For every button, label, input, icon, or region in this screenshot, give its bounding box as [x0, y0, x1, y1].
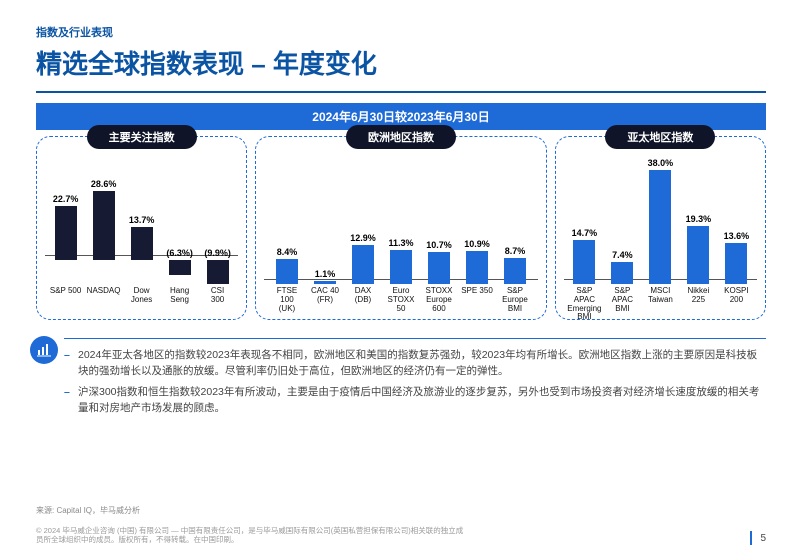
bar [466, 251, 488, 284]
bar-column: 10.9% SPE 350 [460, 164, 494, 311]
bar [428, 252, 450, 284]
bar-value: 38.0% [648, 158, 674, 168]
bar-column: 7.4% S&P APACBMI [605, 164, 639, 311]
bullet-item: 沪深300指数和恒生指数较2023年有所波动，主要是由于疫情后中国经济及旅游业的… [64, 384, 766, 417]
title-divider [36, 91, 766, 93]
bar [276, 259, 298, 284]
bar-column: 12.9% DAX (DB) [346, 164, 380, 311]
bar-xlabel: Hang Seng [163, 287, 197, 311]
bar [93, 191, 115, 260]
panel-p2: 欧洲地区指数8.4%FTSE 100(UK)1.1%CAC 40 (FR)12.… [255, 136, 547, 320]
bar-xlabel: KOSPI 200 [719, 287, 753, 311]
bar-xlabel: Dow Jones [125, 287, 159, 311]
bar-column: 13.6% KOSPI 200 [719, 164, 753, 311]
bar-xlabel: S&PEuropeBMI [502, 287, 528, 311]
bar-xlabel: CAC 40 (FR) [308, 287, 342, 311]
bar-value: 28.6% [91, 179, 117, 189]
panel-p3: 亚太地区指数14.7%S&PAPACEmergingBMI7.4%S&P APA… [555, 136, 766, 320]
bar-xlabel: Nikkei 225 [681, 287, 715, 311]
disclaimer-text: © 2024 毕马威企业咨询 (中国) 有限公司 — 中国有限责任公司，是与毕马… [36, 526, 466, 546]
bar-value: 7.4% [612, 250, 633, 260]
bar-value: 13.6% [724, 231, 750, 241]
bar [352, 245, 374, 284]
page-number: 5 [750, 531, 766, 545]
bar-column: 8.4% FTSE 100(UK) [270, 164, 304, 311]
eyebrow: 指数及行业表现 [36, 24, 766, 40]
bar-xlabel: FTSE 100(UK) [270, 287, 304, 311]
bar-value: (6.3%) [166, 248, 193, 258]
bullet-item: 2024年亚太各地区的指数较2023年表现各不相同，欧洲地区和美国的指数复苏强劲… [64, 347, 766, 380]
bar-column: 8.7% S&PEuropeBMI [498, 164, 532, 311]
charts-row: 主要关注指数22.7%S&P 50028.6%NASDAQ13.7%Dow Jo… [36, 136, 766, 320]
chart-icon [30, 336, 58, 364]
bar [649, 170, 671, 284]
bar-value: (9.9%) [204, 248, 231, 258]
bar [55, 206, 77, 261]
bar [504, 258, 526, 284]
bar-column: 10.7% STOXXEurope 600 [422, 164, 456, 311]
page-title: 精选全球指数表现 – 年度变化 [36, 44, 766, 81]
bar-chart: 22.7%S&P 50028.6%NASDAQ13.7%Dow Jones(6.… [41, 141, 242, 311]
panel-p1: 主要关注指数22.7%S&P 50028.6%NASDAQ13.7%Dow Jo… [36, 136, 247, 320]
bar-xlabel: S&P 500 [50, 287, 81, 311]
bar-value: 10.7% [426, 240, 452, 250]
bar-column: 1.1% CAC 40 (FR) [308, 164, 342, 311]
bar-xlabel: MSCITaiwan [648, 287, 673, 311]
bar [725, 243, 747, 284]
bar [207, 260, 229, 284]
bar-value: 19.3% [686, 214, 712, 224]
bar-chart: 14.7%S&PAPACEmergingBMI7.4%S&P APACBMI38… [560, 141, 761, 311]
bar-xlabel: SPE 350 [461, 287, 493, 311]
bar-column: (9.9%) CSI300 [201, 164, 235, 311]
bar-xlabel: EuroSTOXX 50 [384, 287, 418, 311]
bar-value: 12.9% [350, 233, 376, 243]
bar [390, 250, 412, 284]
bar-xlabel: STOXXEurope 600 [422, 287, 456, 311]
bar-xlabel: CSI300 [211, 287, 224, 311]
bar-xlabel: DAX (DB) [346, 287, 380, 311]
bar [687, 226, 709, 284]
bar [169, 260, 191, 275]
bar-column: 38.0%MSCITaiwan [643, 164, 677, 311]
bar-value: 13.7% [129, 215, 155, 225]
bar-column: 28.6% NASDAQ [87, 164, 121, 311]
bar-column: 14.7% S&PAPACEmergingBMI [567, 164, 601, 311]
bar-column: 19.3% Nikkei 225 [681, 164, 715, 311]
bar-value: 11.3% [388, 238, 413, 248]
bar-value: 8.7% [505, 246, 526, 256]
note-divider [64, 338, 766, 339]
bar-value: 8.4% [277, 247, 298, 257]
bar-value: 1.1% [315, 269, 336, 279]
bar-value: 10.9% [464, 239, 490, 249]
source-text: 来源: Capital IQ，毕马威分析 [36, 505, 766, 516]
bar [131, 227, 153, 260]
bar-value: 14.7% [572, 228, 598, 238]
bar-column: (6.3%) Hang Seng [163, 164, 197, 311]
bar-chart: 8.4% FTSE 100(UK) 1.1% CAC 40 (FR) 12.9% DAX … [260, 141, 542, 311]
bar-xlabel: S&PAPACEmergingBMI [567, 287, 601, 311]
bar-column: 13.7% Dow Jones [125, 164, 159, 311]
note-bullets: 2024年亚太各地区的指数较2023年表现各不相同，欧洲地区和美国的指数复苏强劲… [64, 347, 766, 416]
bar-column: 11.3% EuroSTOXX 50 [384, 164, 418, 311]
bar-xlabel: S&P APACBMI [605, 287, 639, 311]
bar-xlabel: NASDAQ [87, 287, 121, 311]
bar [573, 240, 595, 284]
bar-value: 22.7% [53, 194, 79, 204]
bar [314, 281, 336, 284]
bar [611, 262, 633, 284]
bar-column: 22.7% S&P 500 [49, 164, 83, 311]
